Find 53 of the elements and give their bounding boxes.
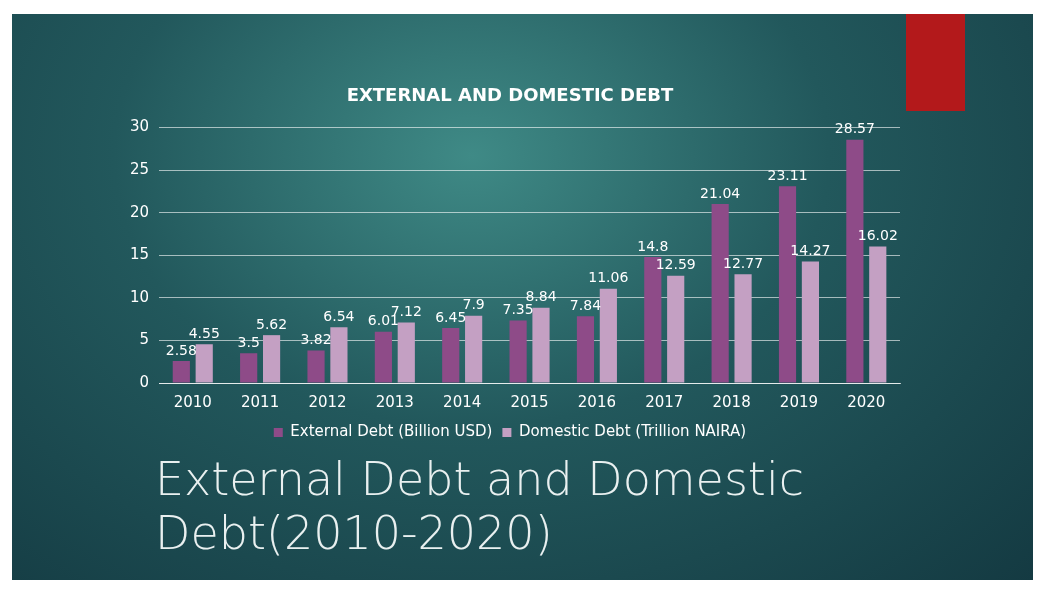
data-label: 6.54 bbox=[323, 307, 355, 324]
data-label: 16.02 bbox=[857, 227, 898, 244]
y-tick-label: 20 bbox=[129, 202, 150, 221]
y-tick-label: 5 bbox=[139, 330, 150, 349]
y-tick-label: 30 bbox=[129, 117, 150, 136]
bar bbox=[599, 288, 617, 383]
bar bbox=[509, 320, 527, 383]
data-label: 2.58 bbox=[165, 341, 197, 358]
x-tick-label: 2015 bbox=[510, 392, 549, 411]
bar bbox=[195, 344, 213, 383]
bar bbox=[465, 315, 483, 383]
bar bbox=[307, 350, 325, 383]
data-label: 21.04 bbox=[700, 184, 741, 201]
bar bbox=[869, 246, 887, 383]
bar bbox=[734, 274, 752, 383]
y-tick-label: 25 bbox=[129, 160, 150, 179]
x-tick-label: 2016 bbox=[577, 392, 616, 411]
x-tick-label: 2011 bbox=[241, 392, 280, 411]
bar bbox=[801, 261, 820, 383]
data-label: 23.11 bbox=[767, 166, 808, 183]
bar bbox=[240, 353, 258, 383]
x-tick-label: 2017 bbox=[645, 392, 684, 411]
x-tick-label: 2018 bbox=[712, 392, 751, 411]
data-label: 5.62 bbox=[255, 315, 288, 332]
text: External Debt and Domestic Debt(2010-2020) bbox=[155, 452, 805, 560]
legend-label: Domestic Debt (Trillion NAIRA) bbox=[518, 422, 747, 441]
y-tick-label: 0 bbox=[139, 372, 150, 391]
y-tick-label: 10 bbox=[129, 287, 150, 306]
data-label: 7.35 bbox=[502, 301, 534, 318]
bar bbox=[374, 331, 392, 383]
chart-title: EXTERNAL AND DOMESTIC DEBT bbox=[346, 84, 675, 106]
bar bbox=[442, 328, 460, 383]
x-tick-label: 2019 bbox=[779, 392, 819, 411]
x-tick-label: 2010 bbox=[173, 392, 212, 411]
x-tick-label: 2020 bbox=[847, 392, 886, 411]
x-tick-label: 2014 bbox=[443, 392, 482, 411]
bar bbox=[667, 275, 685, 383]
x-tick-label: 2012 bbox=[308, 392, 347, 411]
data-label: 4.55 bbox=[188, 324, 220, 341]
y-tick-label: 15 bbox=[129, 245, 150, 264]
bar bbox=[330, 327, 348, 383]
bar bbox=[262, 335, 281, 383]
data-label: 14.27 bbox=[790, 242, 831, 259]
bar bbox=[532, 307, 550, 383]
bar bbox=[172, 361, 190, 383]
data-label: 14.8 bbox=[637, 237, 669, 254]
bar bbox=[397, 322, 415, 383]
x-tick-label: 2013 bbox=[375, 392, 414, 411]
bar bbox=[576, 316, 595, 383]
legend-label: External Debt (Billion USD) bbox=[290, 422, 493, 441]
data-label: 12.77 bbox=[723, 254, 764, 271]
data-label: 11.06 bbox=[588, 269, 629, 286]
data-label: 12.59 bbox=[655, 256, 696, 273]
